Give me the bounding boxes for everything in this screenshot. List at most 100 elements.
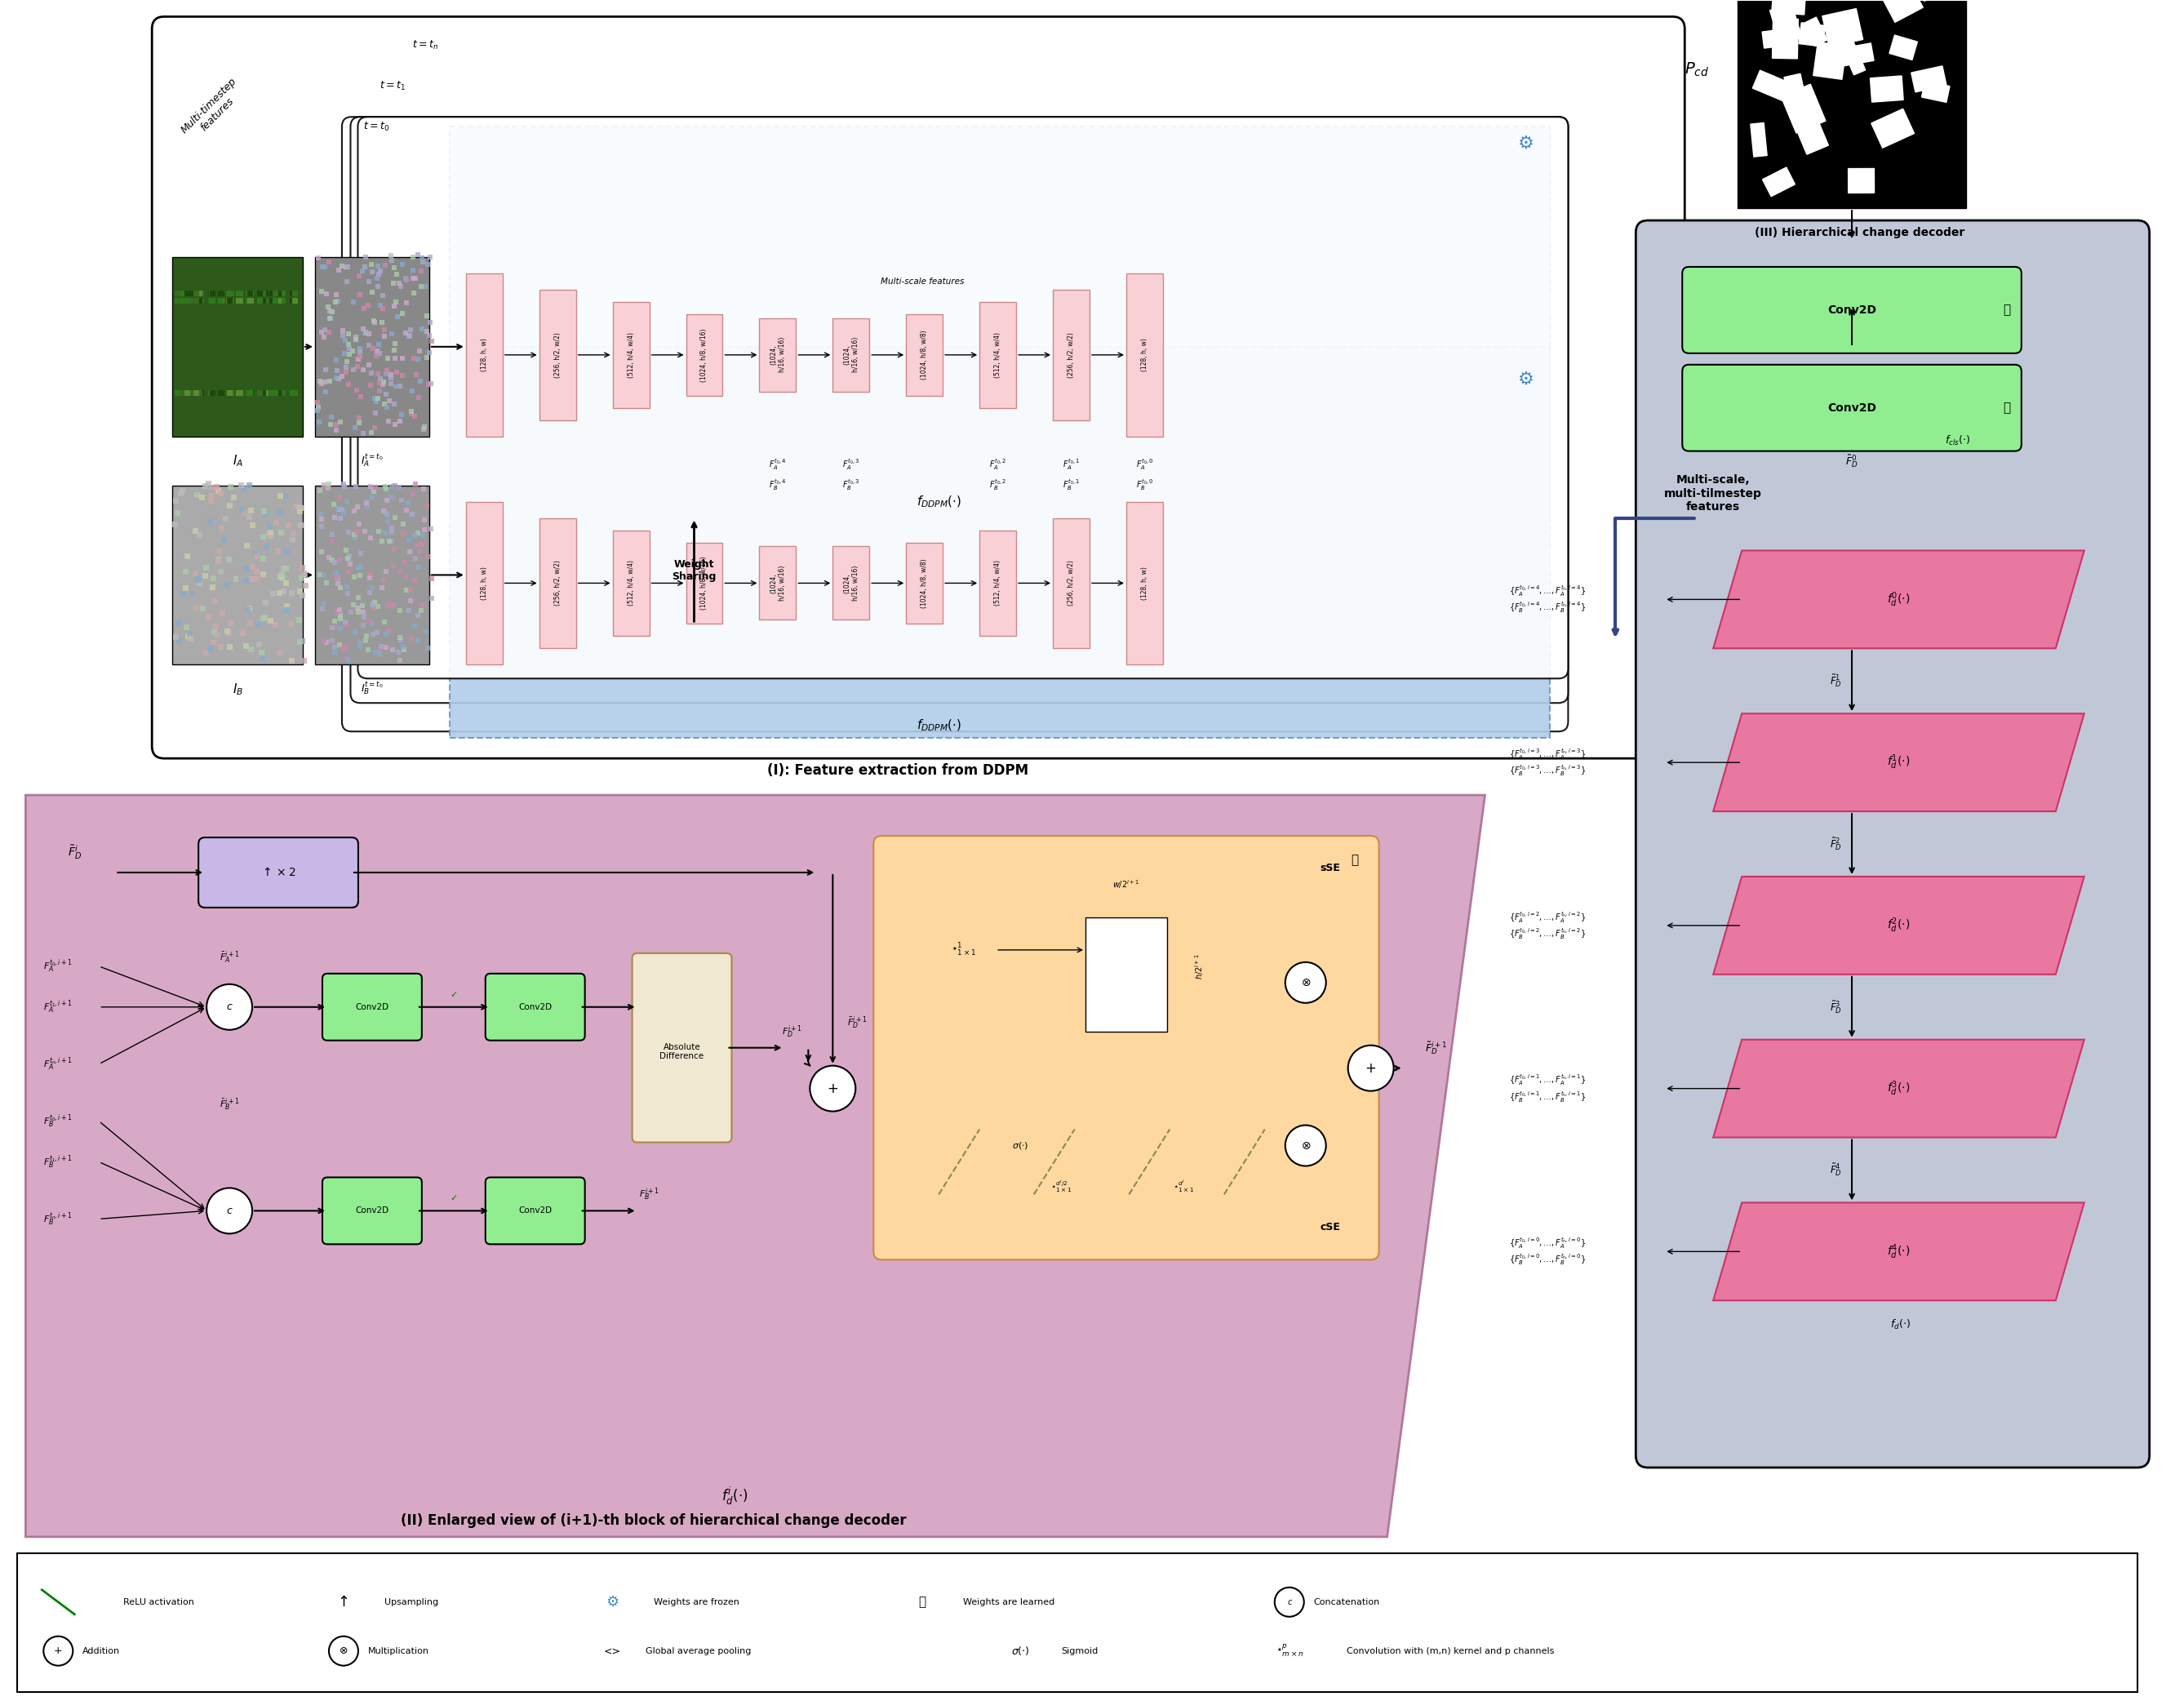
Bar: [173, 257, 304, 437]
FancyBboxPatch shape: [349, 117, 1568, 703]
Bar: [371, 396, 378, 401]
Bar: [1762, 29, 1791, 48]
Bar: [197, 577, 201, 583]
Bar: [363, 255, 367, 260]
Bar: [1127, 502, 1162, 665]
Bar: [284, 604, 290, 609]
Bar: [382, 379, 387, 384]
Bar: [400, 373, 404, 378]
Bar: [334, 422, 339, 427]
Text: cSE: cSE: [1319, 1221, 1341, 1233]
Bar: [391, 648, 395, 653]
Bar: [339, 374, 345, 378]
Bar: [343, 483, 347, 488]
Text: $F_B^{t_0,2}$: $F_B^{t_0,2}$: [989, 478, 1007, 493]
Bar: [339, 626, 343, 631]
Bar: [247, 606, 251, 611]
Bar: [1848, 168, 1874, 192]
Circle shape: [330, 1636, 358, 1665]
Bar: [389, 529, 393, 534]
Bar: [422, 517, 426, 522]
Bar: [391, 281, 395, 286]
Bar: [207, 645, 214, 651]
Bar: [378, 376, 382, 381]
Bar: [387, 418, 391, 424]
Bar: [424, 313, 428, 318]
Bar: [382, 619, 387, 624]
Bar: [328, 422, 334, 427]
Bar: [339, 515, 343, 521]
Bar: [321, 335, 325, 338]
Bar: [384, 405, 389, 410]
Text: $F_B^{t_n,i+1}$: $F_B^{t_n,i+1}$: [44, 1211, 72, 1228]
Bar: [183, 624, 190, 631]
Bar: [419, 602, 424, 607]
Bar: [334, 570, 339, 575]
Bar: [299, 565, 306, 570]
Bar: [343, 265, 347, 269]
Bar: [365, 303, 371, 308]
Bar: [207, 291, 214, 296]
Text: $I_B$: $I_B$: [232, 682, 242, 697]
Bar: [199, 390, 205, 396]
Bar: [275, 291, 282, 296]
Bar: [183, 291, 190, 296]
Bar: [371, 604, 376, 609]
Bar: [402, 522, 406, 527]
Bar: [301, 658, 308, 663]
Bar: [612, 531, 649, 636]
Bar: [247, 291, 253, 296]
Bar: [369, 430, 373, 435]
Bar: [389, 381, 393, 386]
Bar: [194, 291, 199, 296]
Bar: [297, 617, 301, 623]
Bar: [341, 510, 347, 515]
Bar: [978, 531, 1016, 636]
Bar: [419, 541, 424, 546]
Bar: [269, 390, 275, 396]
Bar: [371, 345, 376, 350]
Bar: [280, 298, 286, 304]
Bar: [369, 631, 376, 636]
Bar: [242, 643, 249, 648]
Bar: [363, 330, 369, 335]
Text: 🔥: 🔥: [2003, 304, 2011, 316]
Bar: [175, 510, 181, 515]
Bar: [389, 332, 393, 337]
Bar: [218, 390, 223, 396]
Text: (II) Enlarged view of (i+1)-th block of hierarchical change decoder: (II) Enlarged view of (i+1)-th block of …: [400, 1514, 906, 1527]
Bar: [332, 619, 336, 624]
Bar: [395, 281, 402, 286]
Bar: [214, 633, 221, 638]
Bar: [286, 522, 290, 527]
Bar: [258, 291, 262, 296]
Circle shape: [207, 1187, 251, 1233]
Bar: [249, 507, 253, 514]
Bar: [323, 379, 328, 384]
Text: ✓: ✓: [450, 990, 456, 998]
Bar: [227, 645, 234, 650]
Bar: [247, 514, 251, 521]
FancyBboxPatch shape: [199, 837, 358, 908]
Bar: [384, 486, 389, 492]
Bar: [336, 376, 341, 381]
Bar: [238, 507, 245, 512]
Bar: [194, 291, 201, 296]
Bar: [323, 367, 328, 373]
Bar: [393, 342, 397, 347]
Bar: [397, 607, 402, 612]
Bar: [339, 420, 343, 424]
Bar: [343, 623, 349, 628]
Bar: [269, 291, 275, 296]
Bar: [240, 629, 245, 636]
Bar: [1771, 0, 1806, 15]
Bar: [260, 650, 264, 655]
Text: $\bar{F}_A^{i+1}$: $\bar{F}_A^{i+1}$: [218, 951, 240, 966]
Bar: [356, 606, 360, 611]
Bar: [210, 575, 216, 582]
Bar: [382, 631, 389, 636]
Bar: [260, 657, 264, 662]
Bar: [465, 502, 502, 665]
Bar: [190, 590, 194, 597]
Bar: [334, 427, 339, 432]
